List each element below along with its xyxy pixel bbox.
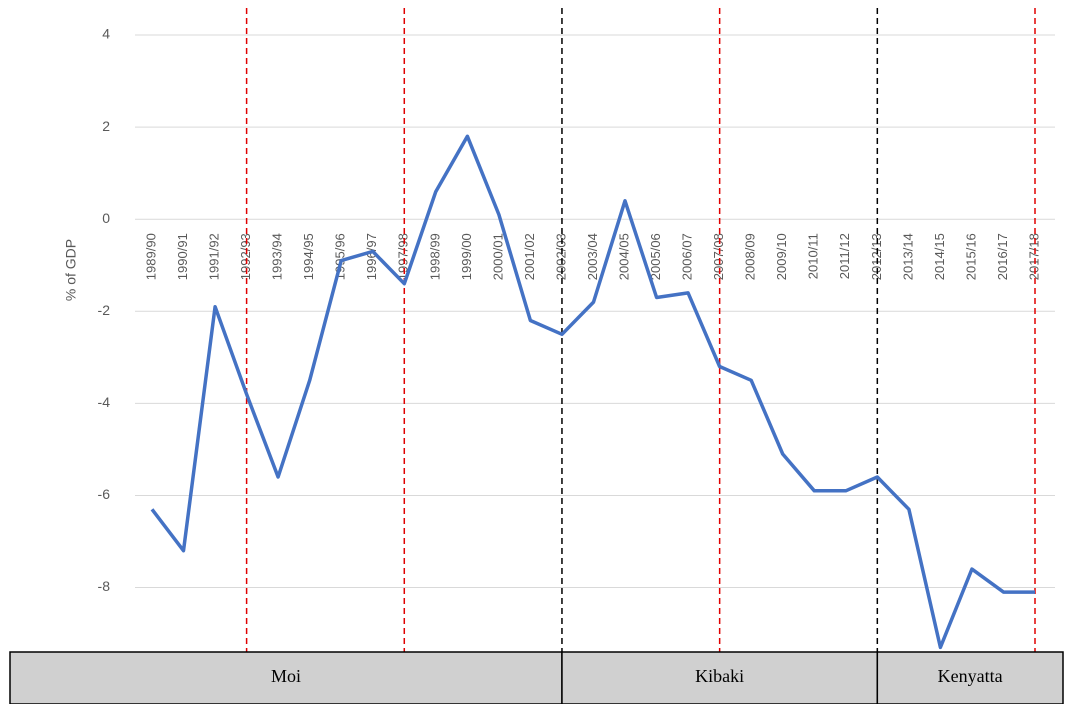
x-tick-label: 2007/08 (711, 233, 726, 280)
x-tick-label: 2008/09 (743, 233, 758, 280)
x-tick-label: 1996/97 (364, 233, 379, 280)
x-tick-label: 1995/96 (333, 233, 348, 280)
x-tick-label: 1998/99 (427, 233, 442, 280)
x-tick-label: 2015/16 (963, 233, 978, 280)
x-tick-label: 2016/17 (995, 233, 1010, 280)
x-tick-label: 1999/00 (459, 233, 474, 280)
x-tick-label: 1989/90 (143, 233, 158, 280)
period-label: Moi (271, 666, 301, 686)
y-tick-label: -8 (98, 578, 111, 594)
x-tick-label: 2014/15 (932, 233, 947, 280)
x-tick-label: 1991/92 (207, 233, 222, 280)
x-tick-label: 2009/10 (774, 233, 789, 280)
y-tick-label: 4 (102, 26, 110, 42)
y-tick-label: -4 (98, 394, 111, 410)
x-tick-label: 2011/12 (837, 233, 852, 279)
x-tick-label: 1992/93 (238, 233, 253, 280)
x-tick-label: 2012/13 (869, 233, 884, 280)
x-tick-label: 1993/94 (270, 233, 285, 280)
x-tick-label: 2000/01 (490, 233, 505, 280)
y-axis-label: % of GDP (63, 239, 79, 301)
data-line (150, 134, 1035, 650)
y-tick-label: -6 (98, 486, 111, 502)
x-tick-label: 1994/95 (301, 233, 316, 280)
y-tick-label: -2 (98, 302, 111, 318)
period-cell (876, 651, 1064, 704)
period-label: Kenyatta (938, 666, 1003, 686)
x-tick-label: 2001/02 (522, 233, 537, 280)
x-tick-label: 2004/05 (616, 233, 631, 280)
x-tick-label: 2017/18 (1026, 233, 1041, 280)
x-tick-label: 2006/07 (680, 233, 695, 280)
x-tick-label: 1990/91 (175, 233, 190, 280)
y-tick-label: 2 (102, 118, 110, 134)
x-tick-label: 2003/04 (585, 233, 600, 280)
x-tick-label: 2013/14 (900, 233, 915, 280)
x-tick-label: 2010/11 (806, 233, 821, 279)
x-tick-label: 2005/06 (648, 233, 663, 280)
period-label: Kibaki (695, 666, 744, 686)
y-tick-label: 0 (102, 210, 110, 226)
x-tick-label: 2002/03 (553, 233, 568, 280)
x-tick-label: 1997/98 (396, 233, 411, 280)
